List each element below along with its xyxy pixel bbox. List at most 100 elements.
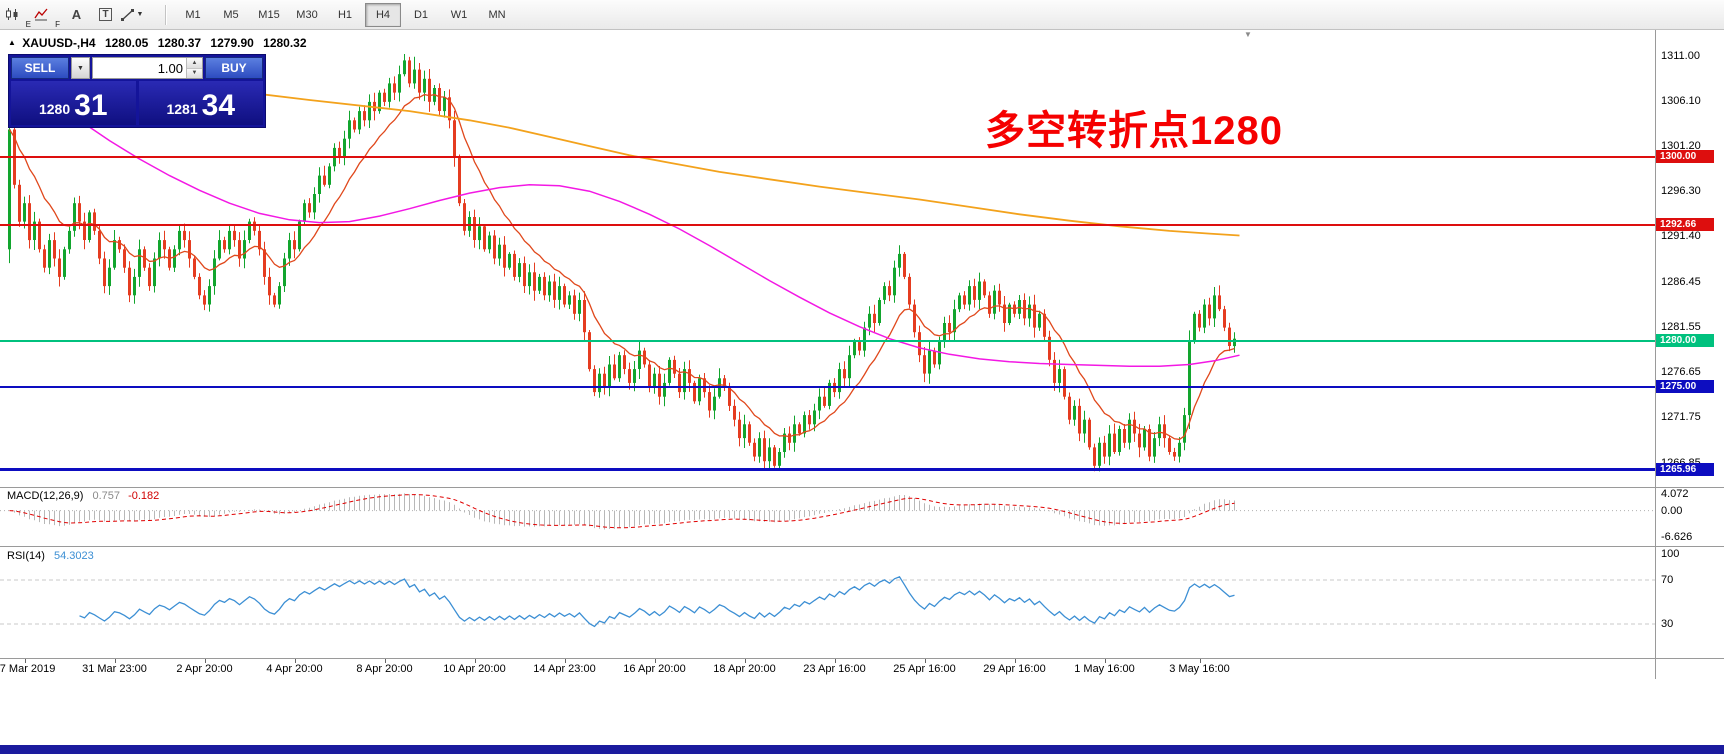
buy-button[interactable]: BUY bbox=[205, 57, 263, 79]
ohlc-open: 1280.05 bbox=[104, 36, 149, 50]
time-axis-label: 31 Mar 23:00 bbox=[82, 663, 147, 675]
ohlc-close: 1280.32 bbox=[263, 36, 307, 50]
hline-1292.66[interactable] bbox=[0, 224, 1655, 226]
hline-1280.00[interactable] bbox=[0, 340, 1655, 342]
volume-stepper: ▲ ▼ bbox=[186, 58, 202, 78]
price-axis-label: 1311.00 bbox=[1661, 50, 1700, 62]
price-tag-1265.96: 1265.96 bbox=[1656, 463, 1714, 476]
buy-price-pips: 34 bbox=[201, 89, 236, 122]
timeframe-toolbar: M1 M5 M15 M30 H1 H4 D1 W1 MN bbox=[174, 2, 516, 27]
time-axis-tick bbox=[384, 659, 386, 663]
panel-divider-macd[interactable] bbox=[0, 487, 1724, 488]
time-axis-label: 1 May 16:00 bbox=[1074, 663, 1135, 675]
timeframe-button-d1[interactable]: D1 bbox=[413, 8, 429, 21]
sell-button[interactable]: SELL bbox=[11, 57, 69, 79]
time-axis-label: 2 Apr 20:00 bbox=[176, 663, 233, 675]
time-axis-tick bbox=[1104, 659, 1106, 663]
indicator-list-icon[interactable]: F bbox=[33, 2, 62, 29]
symbol-marker-icon: ▲ bbox=[8, 38, 16, 47]
price-tag-1280.00: 1280.00 bbox=[1656, 334, 1714, 347]
label-tool-icon[interactable]: T bbox=[91, 2, 120, 28]
price-tag-1300.00: 1300.00 bbox=[1656, 150, 1714, 163]
hline-1275.00[interactable] bbox=[0, 386, 1655, 388]
timeframe-button-m15[interactable]: M15 bbox=[258, 8, 280, 21]
candlestick-chart[interactable] bbox=[0, 30, 1655, 487]
hline-1300.00[interactable] bbox=[0, 156, 1655, 158]
timeframe-button-mn[interactable]: MN bbox=[488, 8, 506, 21]
timeframe-button-h4[interactable]: H4 bbox=[365, 2, 401, 27]
rsi-label: RSI(14) 54.3023 bbox=[7, 550, 94, 562]
time-axis-tick bbox=[474, 659, 476, 663]
panel-divider-timeaxis[interactable] bbox=[0, 658, 1724, 659]
icon-badge: E bbox=[25, 19, 31, 29]
panel-divider-rsi[interactable] bbox=[0, 546, 1724, 547]
buy-price-panel[interactable]: 1281 34 bbox=[138, 81, 263, 125]
rsi-name: RSI(14) bbox=[7, 550, 45, 562]
price-axis-label: 1296.30 bbox=[1661, 185, 1701, 197]
chart-shift-marker[interactable]: ▼ bbox=[1244, 30, 1252, 39]
time-axis[interactable]: 27 Mar 2019 31 Mar 23:00 2 Apr 20:00 4 Apr … bbox=[0, 659, 1655, 679]
time-axis-label: 29 Apr 16:00 bbox=[983, 663, 1046, 675]
macd-axis-label: 4.072 bbox=[1661, 488, 1689, 500]
time-axis-tick bbox=[924, 659, 926, 663]
time-axis-tick bbox=[1199, 659, 1201, 663]
time-axis-label: 23 Apr 16:00 bbox=[803, 663, 866, 675]
zigzag-glyph-icon bbox=[34, 8, 48, 21]
hline-1265.96[interactable] bbox=[0, 468, 1655, 471]
ohlc-low: 1279.90 bbox=[210, 36, 254, 50]
objects-tool-icon[interactable]: ▼ bbox=[120, 2, 158, 28]
trendline-glyph-icon bbox=[121, 8, 134, 21]
time-axis-label: 4 Apr 20:00 bbox=[266, 663, 323, 675]
volume-field: ▲ ▼ bbox=[92, 57, 203, 79]
macd-indicator[interactable] bbox=[0, 488, 1655, 545]
chart-title: ▲ XAUUSD-,H4 1280.05 1280.37 1279.90 128… bbox=[8, 36, 313, 50]
time-axis-tick bbox=[204, 659, 206, 663]
sell-price-main: 1280 bbox=[38, 101, 71, 117]
rsi-value: 54.3023 bbox=[53, 550, 94, 562]
macd-axis-label: -6.626 bbox=[1661, 531, 1693, 543]
price-axis-label: 1276.65 bbox=[1661, 366, 1701, 378]
rsi-indicator[interactable] bbox=[0, 547, 1655, 657]
time-axis-tick bbox=[114, 659, 116, 663]
time-axis-label: 8 Apr 20:00 bbox=[356, 663, 413, 675]
macd-axis-label: 0.00 bbox=[1661, 505, 1683, 517]
price-axis[interactable] bbox=[1656, 30, 1724, 679]
chart-window-icon[interactable]: E bbox=[4, 2, 33, 29]
icon-badge: F bbox=[55, 19, 60, 29]
macd-name: MACD(12,26,9) bbox=[7, 490, 84, 502]
time-axis-tick bbox=[564, 659, 566, 663]
bottom-bar bbox=[0, 745, 1724, 754]
time-axis-tick bbox=[654, 659, 656, 663]
sell-price-panel[interactable]: 1280 31 bbox=[11, 81, 136, 125]
chevron-down-icon: ▼ bbox=[136, 11, 144, 18]
time-axis-tick bbox=[24, 659, 26, 663]
macd-main-value: 0.757 bbox=[92, 490, 121, 502]
timeframe-button-h1[interactable]: H1 bbox=[337, 8, 353, 21]
time-axis-tick bbox=[1014, 659, 1016, 663]
text-tool-icon[interactable]: A bbox=[62, 2, 91, 28]
volume-step-up[interactable]: ▲ bbox=[187, 58, 202, 69]
chart-annotation-text[interactable]: 多空转折点1280 bbox=[985, 109, 1283, 153]
timeframe-button-m1[interactable]: M1 bbox=[185, 8, 201, 21]
time-axis-label: 14 Apr 23:00 bbox=[533, 663, 596, 675]
macd-signal-value: -0.182 bbox=[128, 490, 160, 502]
timeframe-button-m5[interactable]: M5 bbox=[223, 8, 239, 21]
trade-options-dropdown[interactable]: ▼ bbox=[71, 57, 90, 79]
time-axis-label: 18 Apr 20:00 bbox=[713, 663, 776, 675]
time-axis-tick bbox=[294, 659, 296, 663]
timeframe-button-m30[interactable]: M30 bbox=[296, 8, 318, 21]
text-tool-glyph: A bbox=[71, 7, 82, 22]
rsi-axis-label: 30 bbox=[1661, 618, 1674, 630]
symbol-name: XAUUSD-,H4 bbox=[22, 36, 96, 50]
volume-step-down[interactable]: ▼ bbox=[187, 68, 202, 78]
price-axis-label: 1281.55 bbox=[1661, 321, 1701, 333]
volume-input[interactable] bbox=[93, 58, 186, 78]
price-axis-separator bbox=[1655, 30, 1656, 679]
time-axis-tick bbox=[744, 659, 746, 663]
rsi-axis-label: 100 bbox=[1661, 548, 1680, 560]
price-axis-label: 1286.45 bbox=[1661, 276, 1701, 288]
timeframe-button-w1[interactable]: W1 bbox=[450, 8, 468, 21]
price-tag-1275.00: 1275.00 bbox=[1656, 380, 1714, 393]
label-tool-glyph: T bbox=[99, 8, 112, 21]
